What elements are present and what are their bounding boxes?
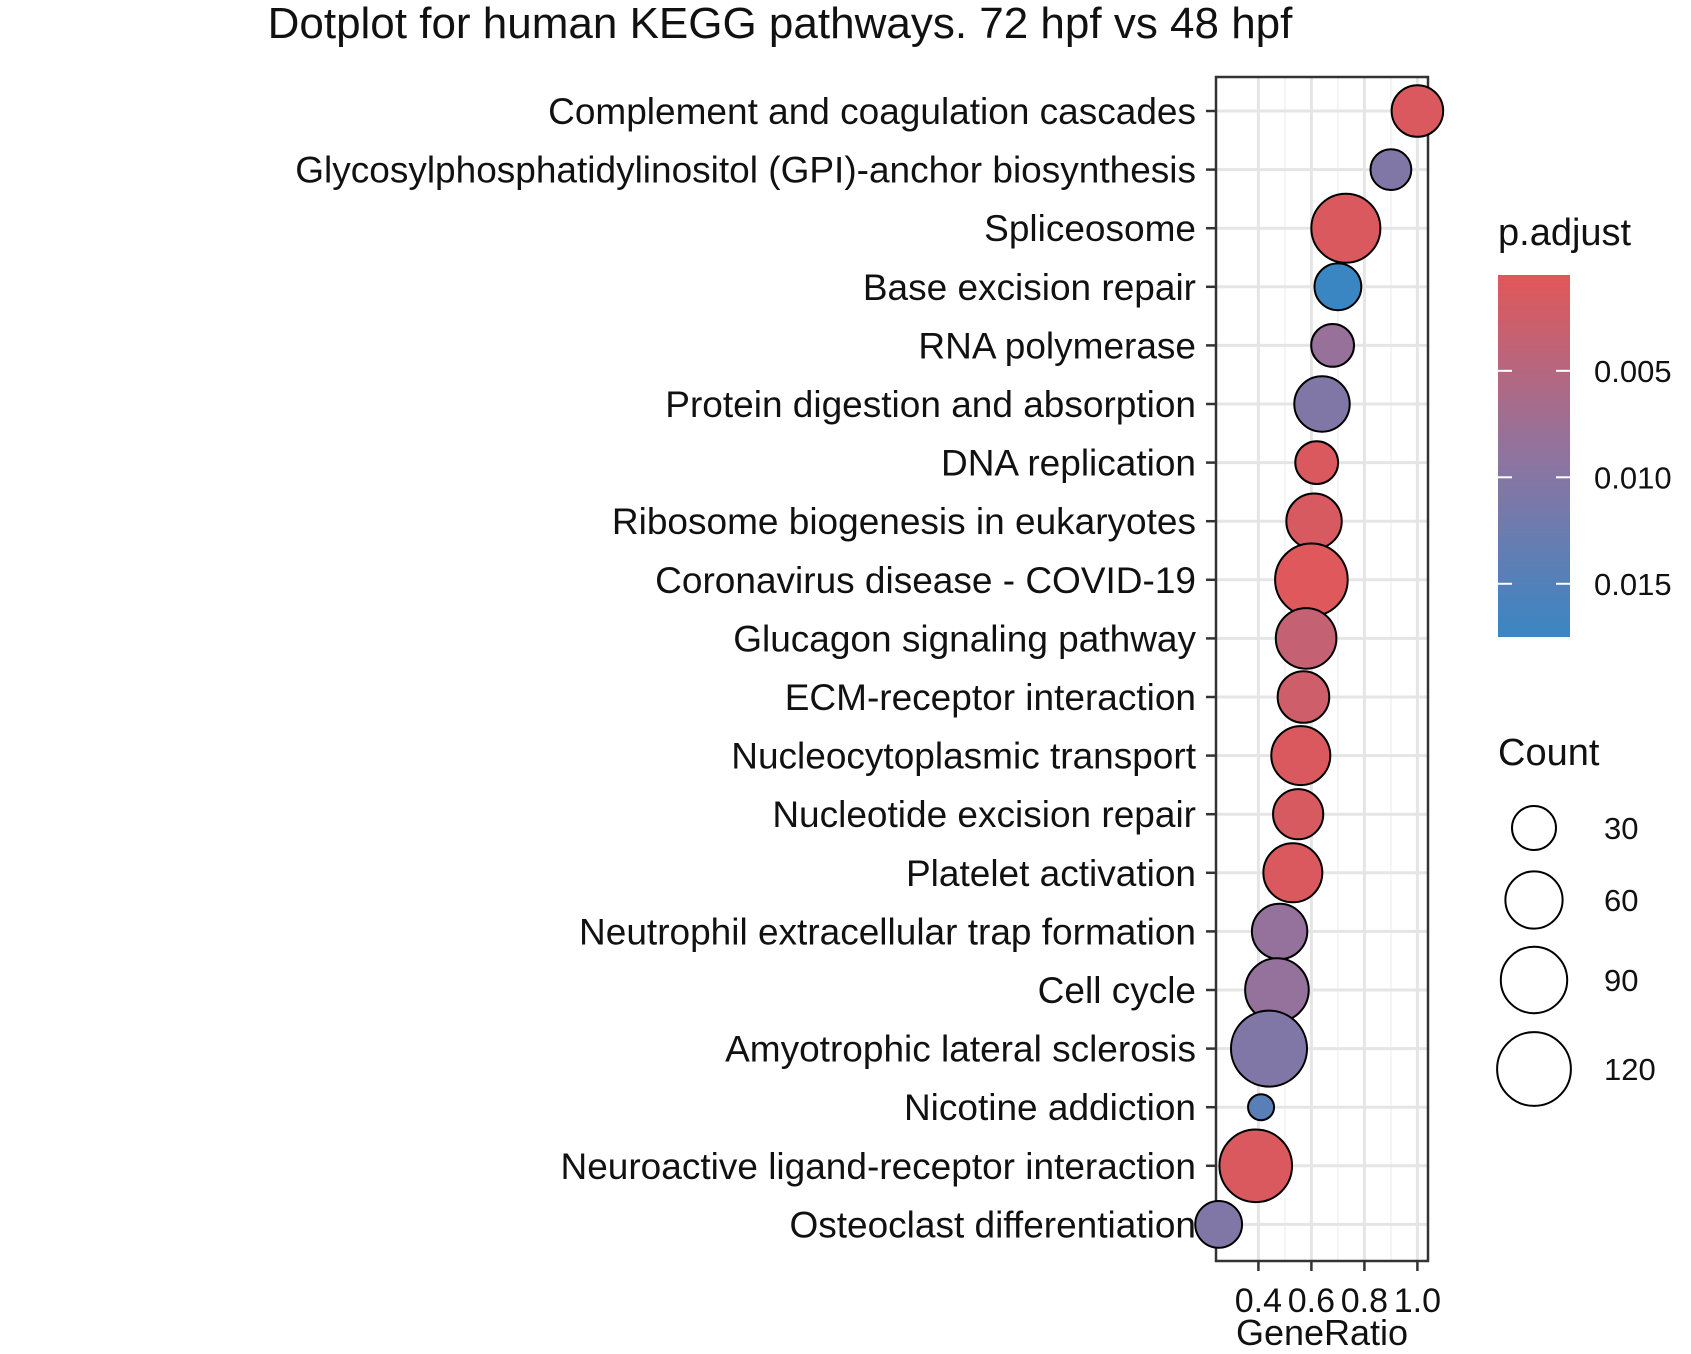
data-point <box>1285 492 1343 550</box>
pathway-label: Nucleotide excision repair <box>772 794 1196 835</box>
plot-panel-border <box>1214 75 1430 1263</box>
size-key-circle <box>1511 805 1557 851</box>
pathway-label: RNA polymerase <box>918 325 1196 366</box>
pathway-label: Nicotine addiction <box>904 1087 1196 1128</box>
pathway-label: Coronavirus disease - COVID-19 <box>655 560 1196 601</box>
data-point <box>1274 607 1338 670</box>
color-tick-label: 0.005 <box>1594 354 1672 389</box>
size-key-label: 90 <box>1604 963 1638 998</box>
plot-background <box>1216 77 1428 1261</box>
color-legend-ticks: 0.005 0.010 0.015 <box>1498 354 1672 602</box>
pathway-label: Spliceosome <box>984 208 1196 249</box>
size-key-label: 120 <box>1604 1052 1656 1087</box>
pathway-label: Platelet activation <box>906 853 1196 894</box>
data-point <box>1369 148 1413 192</box>
pathway-label: Glucagon signaling pathway <box>733 618 1196 659</box>
size-key-label: 60 <box>1604 883 1638 918</box>
size-legend: 30 60 90 120 <box>1496 805 1656 1107</box>
size-key-circle <box>1496 1031 1572 1107</box>
data-point <box>1313 262 1363 312</box>
color-legend-bar <box>1498 275 1570 637</box>
data-point <box>1390 84 1445 138</box>
data-point <box>1310 323 1355 368</box>
x-tick-label: 0.4 <box>1235 1282 1282 1320</box>
size-key-circle <box>1499 945 1569 1015</box>
pathway-label: Ribosome biogenesis in eukaryotes <box>612 501 1196 542</box>
pathway-label: Nucleocytoplasmic transport <box>731 736 1196 777</box>
data-point <box>1276 670 1331 724</box>
pathway-label: Protein digestion and absorption <box>665 384 1196 425</box>
data-point <box>1293 375 1351 433</box>
size-key-circle <box>1504 870 1564 930</box>
color-tick-label: 0.015 <box>1594 567 1672 602</box>
data-point <box>1230 1009 1308 1088</box>
data-point <box>1272 788 1325 841</box>
pathway-label: Neuroactive ligand-receptor interaction <box>560 1146 1196 1187</box>
data-points <box>1194 84 1445 1249</box>
pathway-label: DNA replication <box>941 443 1196 484</box>
pathway-label: Amyotrophic lateral sclerosis <box>725 1029 1196 1070</box>
data-point <box>1270 725 1332 787</box>
pathway-label: Complement and coagulation cascades <box>548 91 1196 132</box>
pathway-label: Cell cycle <box>1038 970 1196 1011</box>
pathway-label: Osteoclast differentiation <box>789 1204 1196 1245</box>
x-axis-tick-labels: 0.4 0.6 0.8 1.0 <box>1235 1282 1441 1320</box>
color-tick-label: 0.010 <box>1594 460 1672 495</box>
color-legend-title: p.adjust <box>1498 212 1632 254</box>
size-key-label: 30 <box>1604 811 1638 846</box>
data-point <box>1247 1093 1276 1122</box>
x-tick-label: 0.6 <box>1288 1282 1335 1320</box>
chart-title: Dotplot for human KEGG pathways. 72 hpf … <box>268 0 1294 48</box>
size-legend-title: Count <box>1498 732 1600 774</box>
pathway-label: Glycosylphosphatidylinositol (GPI)-ancho… <box>295 150 1196 191</box>
x-axis-title: GeneRatio <box>1236 1312 1408 1353</box>
data-point <box>1274 542 1349 618</box>
pathway-label: ECM-receptor interaction <box>785 677 1196 718</box>
x-tick-label: 0.8 <box>1341 1282 1388 1320</box>
axis-ticks <box>1206 109 1419 1271</box>
pathway-label: Base excision repair <box>863 267 1196 308</box>
data-point <box>1218 1128 1294 1204</box>
data-point <box>1294 440 1340 486</box>
x-tick-label: 1.0 <box>1394 1282 1441 1320</box>
data-point <box>1310 192 1382 264</box>
y-axis-labels: Complement and coagulation cascades Glyco… <box>295 91 1196 1245</box>
data-point <box>1250 902 1309 961</box>
data-point <box>1262 842 1324 904</box>
pathway-label: Neutrophil extracellular trap formation <box>579 911 1196 952</box>
grid-lines <box>1216 77 1428 1261</box>
data-point <box>1194 1200 1244 1249</box>
